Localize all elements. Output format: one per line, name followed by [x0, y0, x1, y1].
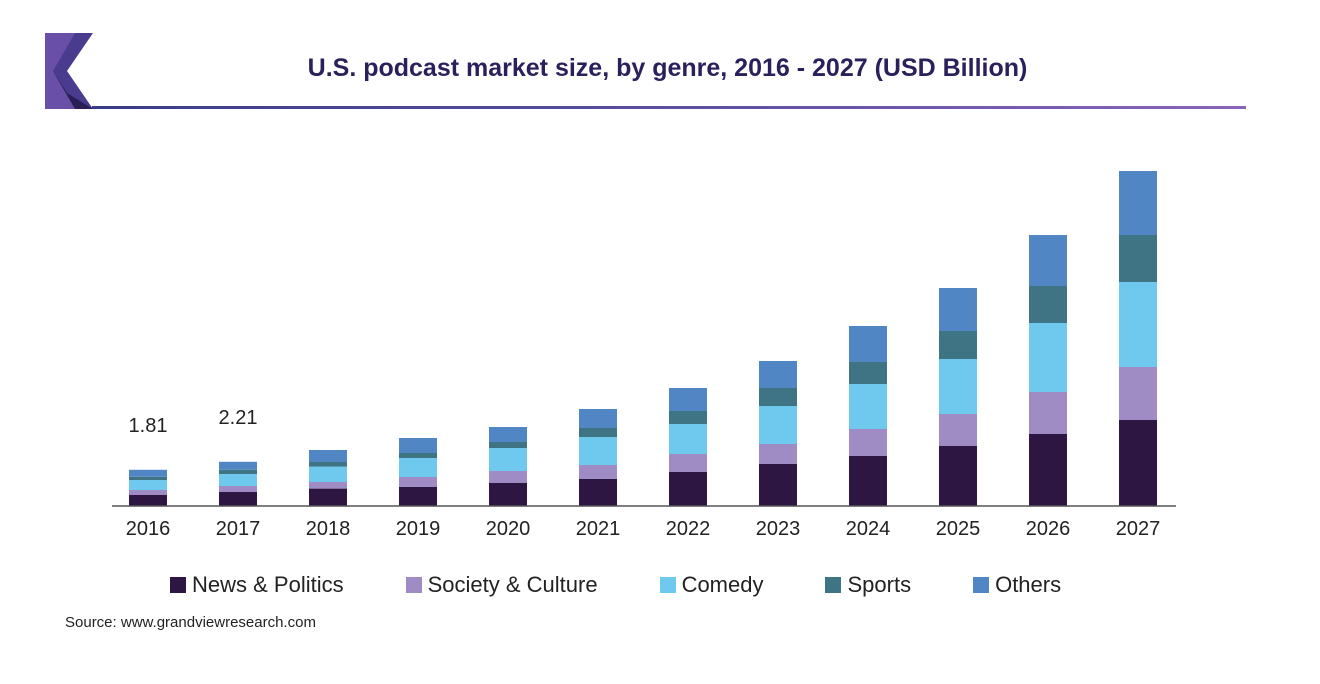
legend-label-news-and-politics: News & Politics: [192, 572, 344, 597]
legend-swatch-comedy: [659, 577, 676, 593]
bar-segment-news-and-politics-2024: [849, 456, 887, 506]
data-label-2016: 1.81: [129, 415, 168, 437]
bar-segment-comedy-2019: [399, 458, 437, 477]
bar-segment-news-and-politics-2018: [309, 488, 347, 506]
bar-segment-others-2016: [129, 469, 167, 477]
chart-legend: News & Politics Society & Culture Comedy Sp…: [170, 570, 1123, 600]
x-tick-label-2025: 2025: [936, 518, 981, 540]
bar-segment-sports-2018: [309, 462, 347, 467]
x-tick-label-2024: 2024: [846, 518, 891, 540]
x-tick-label-2018: 2018: [306, 518, 351, 540]
bar-segment-news-and-politics-2017: [219, 492, 257, 506]
x-tick-labels: 2016 2017 2018 2019 2020 2021 2022 2023 2024 2025…: [126, 518, 1161, 540]
bar-segment-others-2027: [1119, 171, 1157, 235]
bar-segment-comedy-2023: [759, 406, 797, 444]
bars-layer: [129, 171, 1157, 506]
title-underline: [92, 106, 1246, 109]
bar-segment-others-2025: [939, 288, 977, 331]
legend-label-comedy: Comedy: [681, 572, 764, 597]
x-tick-label-2023: 2023: [756, 518, 801, 540]
x-tick-label-2016: 2016: [126, 518, 171, 540]
bar-segment-news-and-politics-2020: [489, 483, 527, 506]
x-tick-label-2020: 2020: [486, 518, 531, 540]
legend-item-others: Others: [973, 572, 1061, 598]
bar-segment-news-and-politics-2026: [1029, 434, 1067, 506]
bar-segment-comedy-2016: [129, 480, 167, 490]
bar-segment-others-2017: [219, 461, 257, 470]
legend-swatch-news-and-politics: [170, 577, 186, 593]
bar-segment-comedy-2017: [219, 474, 257, 486]
legend-swatch-others: [973, 577, 990, 593]
legend-label-others: Others: [995, 572, 1062, 597]
bar-segment-news-and-politics-2022: [669, 472, 707, 506]
bar-segment-news-and-politics-2016: [129, 495, 167, 506]
bar-segment-comedy-2020: [489, 448, 527, 471]
chart-title: U.S. podcast market size, by genre, 2016…: [307, 54, 1028, 82]
x-tick-label-2017: 2017: [216, 518, 261, 540]
legend-label-sports: Sports: [847, 572, 912, 597]
bar-segment-society-and-culture-2016: [129, 490, 167, 495]
bar-segment-news-and-politics-2019: [399, 487, 437, 506]
bar-segment-society-and-culture-2021: [579, 465, 617, 479]
bar-segment-news-and-politics-2027: [1119, 420, 1157, 506]
bar-segment-comedy-2021: [579, 437, 617, 465]
bar-segment-comedy-2025: [939, 359, 977, 414]
bar-segment-society-and-culture-2019: [399, 477, 437, 487]
bar-segment-others-2019: [399, 438, 437, 453]
legend-item-society-and-culture: Society & Culture: [405, 572, 598, 598]
bar-segment-others-2026: [1029, 235, 1067, 286]
legend-item-sports: Sports: [825, 572, 911, 598]
bar-segment-society-and-culture-2022: [669, 454, 707, 472]
bar-segment-news-and-politics-2025: [939, 446, 977, 506]
bar-segment-society-and-culture-2020: [489, 471, 527, 483]
x-tick-label-2027: 2027: [1116, 518, 1161, 540]
bar-segment-society-and-culture-2017: [219, 486, 257, 492]
data-labels: 1.81 2.21: [129, 407, 258, 437]
bar-segment-society-and-culture-2024: [849, 429, 887, 456]
bar-segment-sports-2024: [849, 362, 887, 384]
bar-segment-comedy-2024: [849, 384, 887, 429]
legend-swatch-sports: [825, 577, 842, 593]
bar-segment-comedy-2027: [1119, 282, 1157, 367]
bar-segment-society-and-culture-2026: [1029, 392, 1067, 434]
bar-segment-comedy-2018: [309, 466, 347, 482]
bar-segment-society-and-culture-2025: [939, 414, 977, 446]
bar-segment-sports-2027: [1119, 235, 1157, 282]
bar-segment-news-and-politics-2021: [579, 479, 617, 506]
legend-swatch-society-and-culture: [405, 577, 422, 593]
grand-view-research-logo-icon: [45, 33, 95, 109]
bar-segment-sports-2017: [219, 469, 257, 474]
bar-segment-comedy-2022: [669, 424, 707, 454]
bar-segment-sports-2022: [669, 411, 707, 424]
bar-segment-others-2022: [669, 388, 707, 411]
legend-item-news-and-politics: News & Politics: [170, 572, 344, 598]
bar-segment-sports-2021: [579, 428, 617, 437]
bar-segment-others-2018: [309, 450, 347, 462]
bar-segment-sports-2019: [399, 453, 437, 458]
bar-segment-society-and-culture-2018: [309, 482, 347, 489]
data-label-2017: 2.21: [219, 407, 258, 429]
x-tick-label-2019: 2019: [396, 518, 441, 540]
bar-segment-society-and-culture-2027: [1119, 367, 1157, 420]
bar-segment-sports-2025: [939, 331, 977, 359]
bar-segment-news-and-politics-2023: [759, 464, 797, 506]
bar-segment-others-2020: [489, 427, 527, 442]
bar-segment-comedy-2026: [1029, 323, 1067, 392]
bar-segment-others-2024: [849, 326, 887, 362]
bar-segment-sports-2016: [129, 476, 167, 480]
bar-segment-sports-2020: [489, 442, 527, 448]
x-tick-label-2021: 2021: [576, 518, 621, 540]
source-note: Source: www.grandviewresearch.com: [65, 614, 316, 631]
x-tick-label-2022: 2022: [666, 518, 711, 540]
legend-label-society-and-culture: Society & Culture: [427, 572, 598, 597]
bar-segment-others-2023: [759, 361, 797, 388]
bar-segment-sports-2026: [1029, 286, 1067, 323]
bar-segment-others-2021: [579, 409, 617, 428]
x-tick-label-2026: 2026: [1026, 518, 1071, 540]
bar-segment-society-and-culture-2023: [759, 444, 797, 464]
legend-item-comedy: Comedy: [659, 572, 764, 598]
bar-segment-sports-2023: [759, 388, 797, 406]
